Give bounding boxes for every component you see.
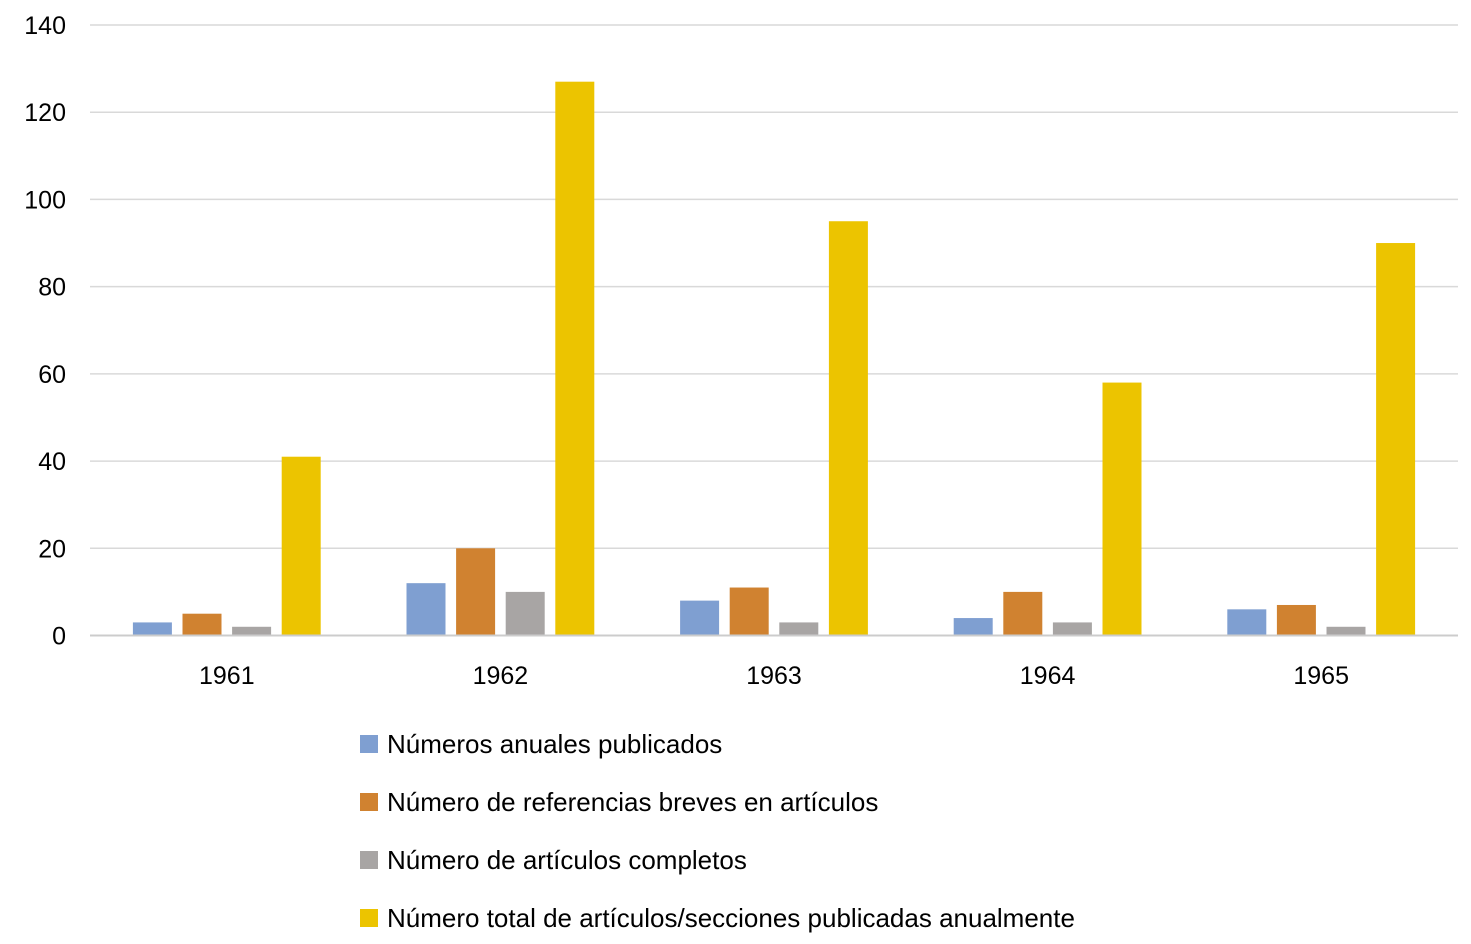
x-tick-label: 1963 (746, 662, 802, 690)
legend-item: Número de artículos completos (360, 845, 747, 875)
bar-1964-series-4 (1102, 382, 1142, 635)
bar-1961-series-2 (182, 613, 222, 635)
y-tick-label: 0 (52, 623, 66, 651)
bar-1963-series-1 (680, 600, 720, 635)
x-axis: 1961 1962 1963 1964 1965 (199, 662, 1349, 690)
y-tick-label: 80 (38, 274, 66, 302)
bar-1965-series-1 (1227, 609, 1267, 635)
legend-label: Número de artículos completos (387, 845, 747, 875)
y-tick-label: 120 (24, 99, 66, 127)
legend-item: Número de referencias breves en artículo… (360, 787, 878, 817)
legend-label: Número total de artículos/secciones publ… (387, 903, 1075, 933)
legend-swatch (360, 909, 378, 927)
bar-1962-series-1 (406, 583, 446, 635)
y-tick-label: 60 (38, 361, 66, 389)
bar-1965-series-2 (1276, 604, 1316, 635)
bar-1963-series-2 (729, 587, 769, 635)
legend-item: Números anuales publicados (360, 729, 722, 759)
x-tick-label: 1961 (199, 662, 255, 690)
y-tick-label: 20 (38, 535, 66, 563)
y-axis: 0 20 40 60 80 100 120 140 (24, 12, 66, 651)
y-tick-label: 140 (24, 12, 66, 40)
bar-1961-series-3 (232, 626, 272, 635)
legend-swatch (360, 735, 378, 753)
y-tick-label: 100 (24, 186, 66, 214)
bar-1962-series-2 (456, 548, 496, 635)
bar-1964-series-3 (1052, 622, 1092, 635)
bar-1962-series-4 (555, 81, 595, 635)
bar-1963-series-4 (828, 221, 868, 635)
bar-1965-series-4 (1376, 243, 1416, 635)
legend-label: Números anuales publicados (387, 729, 722, 759)
legend-swatch (360, 793, 378, 811)
legend: Números anuales publicados Número de refe… (360, 729, 1075, 933)
legend-swatch (360, 851, 378, 869)
y-tick-label: 40 (38, 448, 66, 476)
bar-1961-series-1 (132, 622, 172, 635)
bar-1964-series-2 (1003, 591, 1043, 635)
bar-1962-series-3 (505, 591, 545, 635)
x-tick-label: 1962 (473, 662, 529, 690)
bar-1961-series-4 (281, 456, 321, 635)
bars (132, 81, 1416, 635)
x-tick-label: 1965 (1293, 662, 1349, 690)
bar-1963-series-3 (779, 622, 819, 635)
legend-label: Número de referencias breves en artículo… (387, 787, 878, 817)
bar-1965-series-3 (1326, 626, 1366, 635)
x-tick-label: 1964 (1020, 662, 1076, 690)
bar-1964-series-1 (953, 618, 993, 635)
legend-item: Número total de artículos/secciones publ… (360, 903, 1075, 933)
